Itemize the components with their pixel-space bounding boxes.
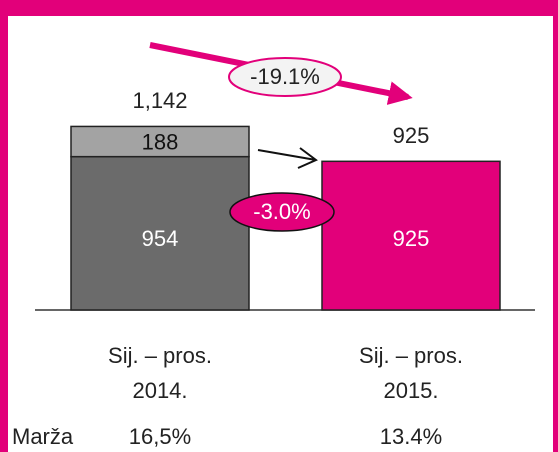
annotation: -3.0% [253,199,310,224]
margin-label: Marža [12,424,74,449]
total-label: 925 [393,123,430,148]
x-tick-label: Sij. – pros. [359,343,463,368]
annotation: -19.1% [250,64,320,89]
segment-label: 925 [393,226,430,251]
annotation-bubble [228,57,342,97]
margin-value: 13.4% [380,424,442,449]
total-label: 1,142 [132,88,187,113]
segment-label: 954 [142,226,179,251]
margin-value: 16,5% [129,424,191,449]
annotation-bubble [229,192,335,232]
bar-segment [70,125,250,158]
bar-segment [321,160,501,311]
x-tick-label: Sij. – pros. [108,343,212,368]
bar-segment [70,155,250,311]
change-arrow [257,147,318,169]
x-tick-label: 2014. [132,378,187,403]
segment-label: 188 [142,129,179,154]
x-tick-label: 2015. [383,378,438,403]
